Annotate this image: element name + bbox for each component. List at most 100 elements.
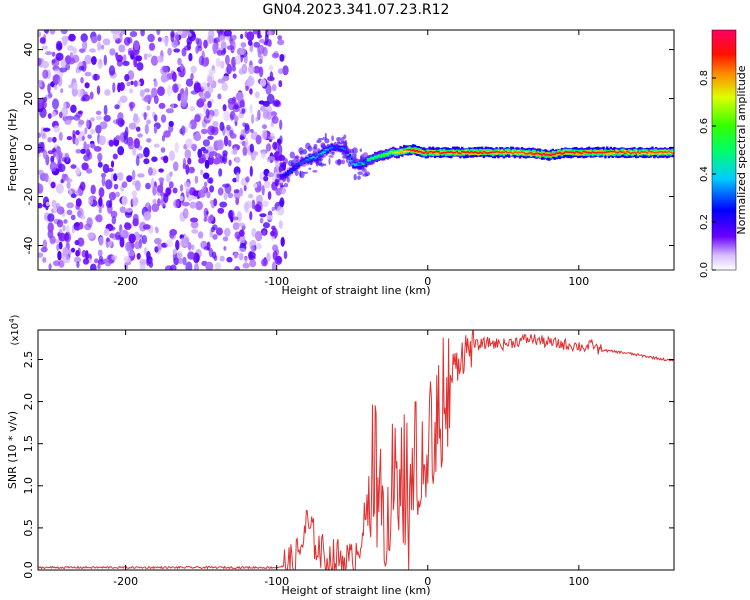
noise-blob [279,54,285,62]
noise-blob [126,175,133,183]
noise-blob [135,180,141,192]
noise-blob [118,44,126,53]
noise-blob [82,39,88,51]
ridge-cell [607,151,611,153]
noise-blob [150,177,155,189]
noise-blob [220,41,227,50]
noise-blob [249,259,257,268]
y-axis-label: SNR (10 * v/v) [6,411,19,489]
noise-blob [57,77,63,87]
ridge-noise [335,145,341,151]
ridge-cell [366,158,370,162]
noise-blob [117,112,124,121]
ridge-noise [300,156,304,162]
ridge-cell [366,160,370,162]
noise-blob [122,54,127,63]
noise-blob [38,132,41,138]
ridge-noise [325,149,328,156]
noise-blob [50,181,56,189]
noise-blob [121,195,128,206]
ridge-noise [298,162,305,166]
noise-blob [58,260,65,268]
ridge-cell [395,151,399,153]
ridge-cell [432,151,435,154]
ridge-cell [386,153,390,155]
noise-blob [274,162,281,167]
ridge-cell [294,166,297,169]
ridge-cell [479,151,482,154]
noise-blob [156,30,161,36]
ridge-noise [303,171,309,174]
noise-blob [209,214,214,222]
noise-blob [66,136,73,141]
ridge-cell [495,151,498,155]
y-tick-label: 1.5 [22,435,35,453]
noise-blob [212,121,219,128]
noise-blob [249,211,253,221]
ridge-noise [337,140,340,145]
ridge-noise [345,145,349,152]
noise-blob [115,191,120,198]
noise-blob [187,123,192,129]
noise-blob [222,150,228,157]
ridge-cell [635,150,638,154]
noise-blob [188,53,193,62]
ridge-noise [280,185,285,188]
noise-blob [164,38,169,47]
noise-blob [249,88,253,95]
noise-blob [266,252,271,262]
noise-blob [106,200,112,208]
noise-blob [276,205,285,216]
ridge-noise [320,142,326,149]
noise-blob [112,32,120,41]
ridge-cell [326,148,330,151]
noise-blob [98,236,104,246]
noise-blob [129,30,138,38]
ridge-cell [408,148,411,151]
noise-blob [45,51,53,56]
noise-blob [104,89,111,96]
noise-blob [223,135,229,147]
noise-blob [259,78,267,87]
ridge-cell [653,151,656,154]
noise-blob [168,120,174,127]
noise-blob [75,250,80,257]
ridge-cell [671,152,674,154]
ridge-cell [404,149,408,153]
x-tick-label: -100 [264,575,289,588]
noise-blob [157,37,162,42]
ridge-cell [464,151,468,154]
ridge-cell [339,147,342,149]
ridge-cell [393,151,397,154]
noise-blob [198,55,205,66]
ridge-cell [633,151,636,154]
noise-blob [183,45,192,51]
noise-blob [90,144,96,149]
noise-blob [257,49,262,58]
noise-blob [166,187,172,196]
noise-blob [95,110,102,116]
noise-blob [179,195,184,202]
noise-blob [217,93,222,100]
noise-blob [128,143,134,150]
noise-blob [89,48,96,53]
noise-blob [160,147,166,153]
noise-blob [55,183,64,194]
ridge-cell [439,150,442,154]
noise-blob [66,209,73,216]
noise-blob [232,73,237,79]
noise-blob [55,145,61,155]
noise-blob [107,168,114,172]
ridge-cell [600,150,604,154]
noise-blob [55,202,61,210]
noise-blob [74,137,79,146]
ridge-noise [336,137,342,142]
y-axis-exponent: (x104) [8,314,21,345]
noise-blob [108,65,116,76]
ridge-cell [368,157,371,160]
noise-blob [152,198,157,205]
noise-blob [66,181,71,189]
ridge-noise [316,148,321,153]
noise-blob [194,262,199,270]
ridge-cell [361,163,364,166]
